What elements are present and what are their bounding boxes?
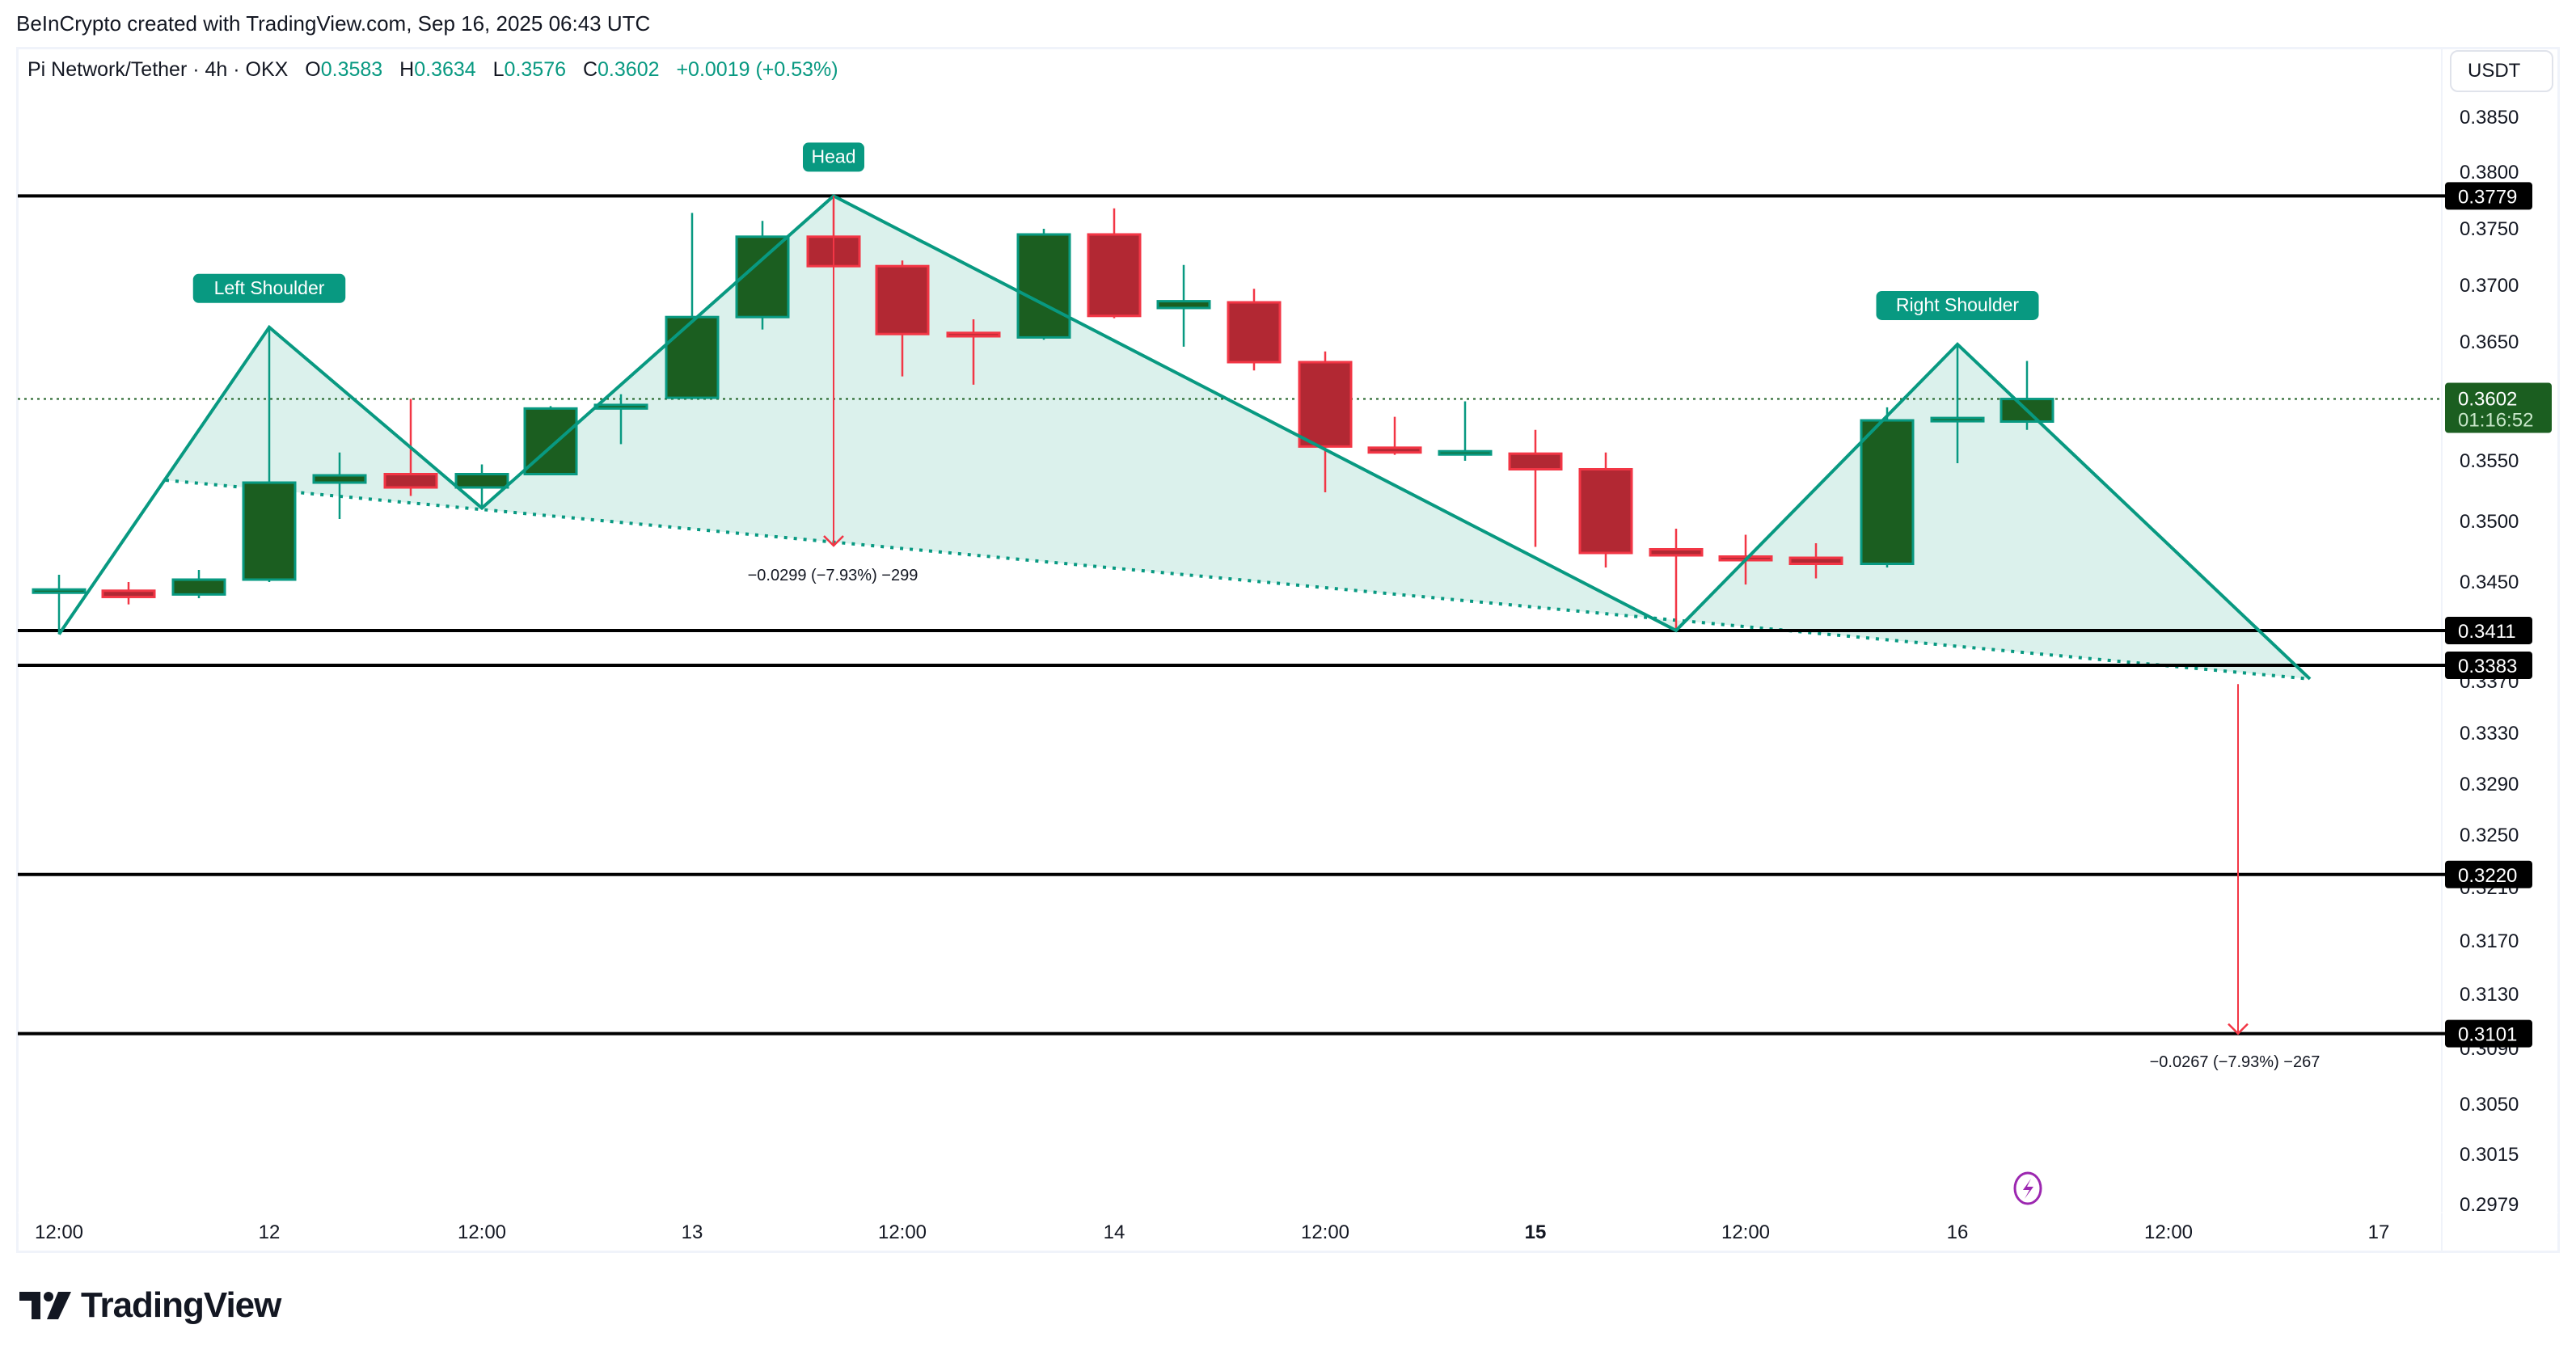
open-label: O (305, 58, 321, 81)
chart-credit: BeInCrypto created with TradingView.com,… (16, 11, 651, 36)
tradingview-logo-icon (19, 1292, 71, 1319)
high-value: 0.3634 (414, 58, 476, 81)
tradingview-wordmark: TradingView (81, 1285, 281, 1325)
price-level-badge (2445, 182, 2532, 210)
last-price-value: 0.3602 (2458, 389, 2517, 411)
arrow-down-icon (2228, 1023, 2249, 1036)
price-tick-label: 0.3290 (2460, 774, 2519, 795)
close-label: C (582, 58, 598, 81)
price-level-badge-text: 0.3411 (2458, 621, 2516, 643)
price-level-badge (2445, 860, 2532, 888)
currency-button[interactable]: USDT (2450, 50, 2553, 92)
candle-bullish[interactable] (735, 235, 790, 319)
price-tick-label: 0.3050 (2460, 1094, 2519, 1116)
time-tick-label: 12:00 (2144, 1221, 2193, 1243)
candle-bearish[interactable] (1227, 301, 1282, 364)
candle-bearish[interactable] (383, 473, 438, 489)
pattern-label-text: Left Shoulder (214, 277, 325, 298)
time-tick-label: 15 (1525, 1221, 1547, 1243)
candle-bullish[interactable] (1930, 416, 1985, 423)
candle-bullish[interactable] (312, 474, 367, 484)
symbol-legend: Pi Network/Tether · 4h · OKX O0.3583 H0.… (27, 58, 838, 82)
pattern-fill-area (166, 196, 2310, 679)
candle-bearish[interactable] (1649, 548, 1704, 557)
candle-bullish[interactable] (1860, 419, 1915, 566)
candle-bullish[interactable] (32, 588, 87, 594)
pattern-label-badge (192, 273, 346, 303)
open-value: 0.3583 (320, 58, 383, 81)
candle-bearish[interactable] (1508, 452, 1563, 470)
candle-bullish[interactable] (1438, 449, 1493, 456)
lightning-bolt-icon (2023, 1179, 2033, 1199)
bar-countdown: 01:16:52 (2458, 410, 2533, 432)
low-value: 0.3576 (504, 58, 567, 81)
price-tick-label: 0.3500 (2460, 511, 2519, 533)
price-tick-label: 0.3700 (2460, 275, 2519, 297)
price-level-badge-text: 0.3383 (2458, 656, 2517, 677)
time-tick-label: 12:00 (35, 1221, 83, 1243)
candle-bearish[interactable] (1298, 361, 1353, 448)
candle-bullish[interactable] (171, 578, 226, 596)
pattern-label-text: Head (812, 146, 856, 167)
candle-bullish[interactable] (593, 403, 648, 410)
price-tick-label: 0.3550 (2460, 450, 2519, 472)
price-level-badge-text: 0.3220 (2458, 865, 2517, 887)
candle-bearish[interactable] (875, 264, 930, 335)
price-tick-label: 0.3130 (2460, 984, 2519, 1006)
price-tick-label: 0.3450 (2460, 572, 2519, 593)
price-tick-label: 0.3330 (2460, 723, 2519, 745)
candle-bullish[interactable] (665, 315, 720, 399)
candle-bullish[interactable] (454, 473, 509, 489)
time-tick-label: 12:00 (1721, 1221, 1770, 1243)
time-tick-label: 14 (1104, 1221, 1125, 1243)
candle-bullish[interactable] (1156, 300, 1211, 310)
measure-label: −0.0299 (−7.93%) −299 (748, 567, 918, 584)
close-value: 0.3602 (598, 58, 660, 81)
price-level-badge (2445, 1019, 2532, 1048)
pattern-label-badge (1876, 290, 2039, 320)
price-tick-label: 0.3800 (2460, 162, 2519, 184)
price-level-badge-text: 0.3779 (2458, 186, 2517, 208)
price-tick-label: 0.3750 (2460, 218, 2519, 240)
high-label: H (399, 58, 415, 81)
candle-bullish[interactable] (1016, 233, 1071, 339)
candle-bearish[interactable] (101, 589, 156, 598)
last-price-badge (2445, 382, 2552, 433)
time-tick-label: 12:00 (458, 1221, 506, 1243)
time-tick-label: 12:00 (878, 1221, 927, 1243)
price-tick-label: 0.3015 (2460, 1144, 2519, 1166)
measure-label: −0.0267 (−7.93%) −267 (2150, 1053, 2321, 1071)
time-tick-label: 16 (1947, 1221, 1969, 1243)
price-level-badge (2445, 616, 2532, 644)
pattern-label-text: Right Shoulder (1896, 294, 2019, 315)
price-tick-label: 0.3170 (2460, 930, 2519, 952)
candle-bearish[interactable] (946, 331, 1001, 338)
candle-bearish[interactable] (1367, 446, 1422, 454)
price-level-badge (2445, 652, 2532, 680)
candle-bearish[interactable] (1087, 233, 1142, 318)
time-tick-label: 12 (259, 1221, 281, 1243)
time-tick-label: 17 (2368, 1221, 2390, 1243)
price-tick-label: 0.3650 (2460, 331, 2519, 353)
price-level-badge-text: 0.3101 (2458, 1024, 2517, 1046)
low-label: L (492, 58, 505, 81)
change-value: +0.0019 (+0.53%) (676, 58, 838, 81)
pattern-label-badge (803, 142, 864, 172)
time-tick-label: 12:00 (1301, 1221, 1349, 1243)
lightning-event-icon[interactable] (2013, 1171, 2042, 1205)
tradingview-logo: TradingView (19, 1285, 281, 1326)
price-tick-label: 0.3850 (2460, 107, 2519, 129)
arrow-down-icon (823, 535, 844, 547)
candle-bullish[interactable] (242, 481, 297, 581)
price-tick-label: 0.3250 (2460, 825, 2519, 846)
candle-bearish[interactable] (1788, 556, 1843, 565)
time-tick-label: 13 (682, 1221, 703, 1243)
symbol-title: Pi Network/Tether · 4h · OKX (27, 58, 289, 81)
price-tick-label: 0.2979 (2460, 1194, 2519, 1216)
candle-bearish[interactable] (1578, 468, 1633, 555)
